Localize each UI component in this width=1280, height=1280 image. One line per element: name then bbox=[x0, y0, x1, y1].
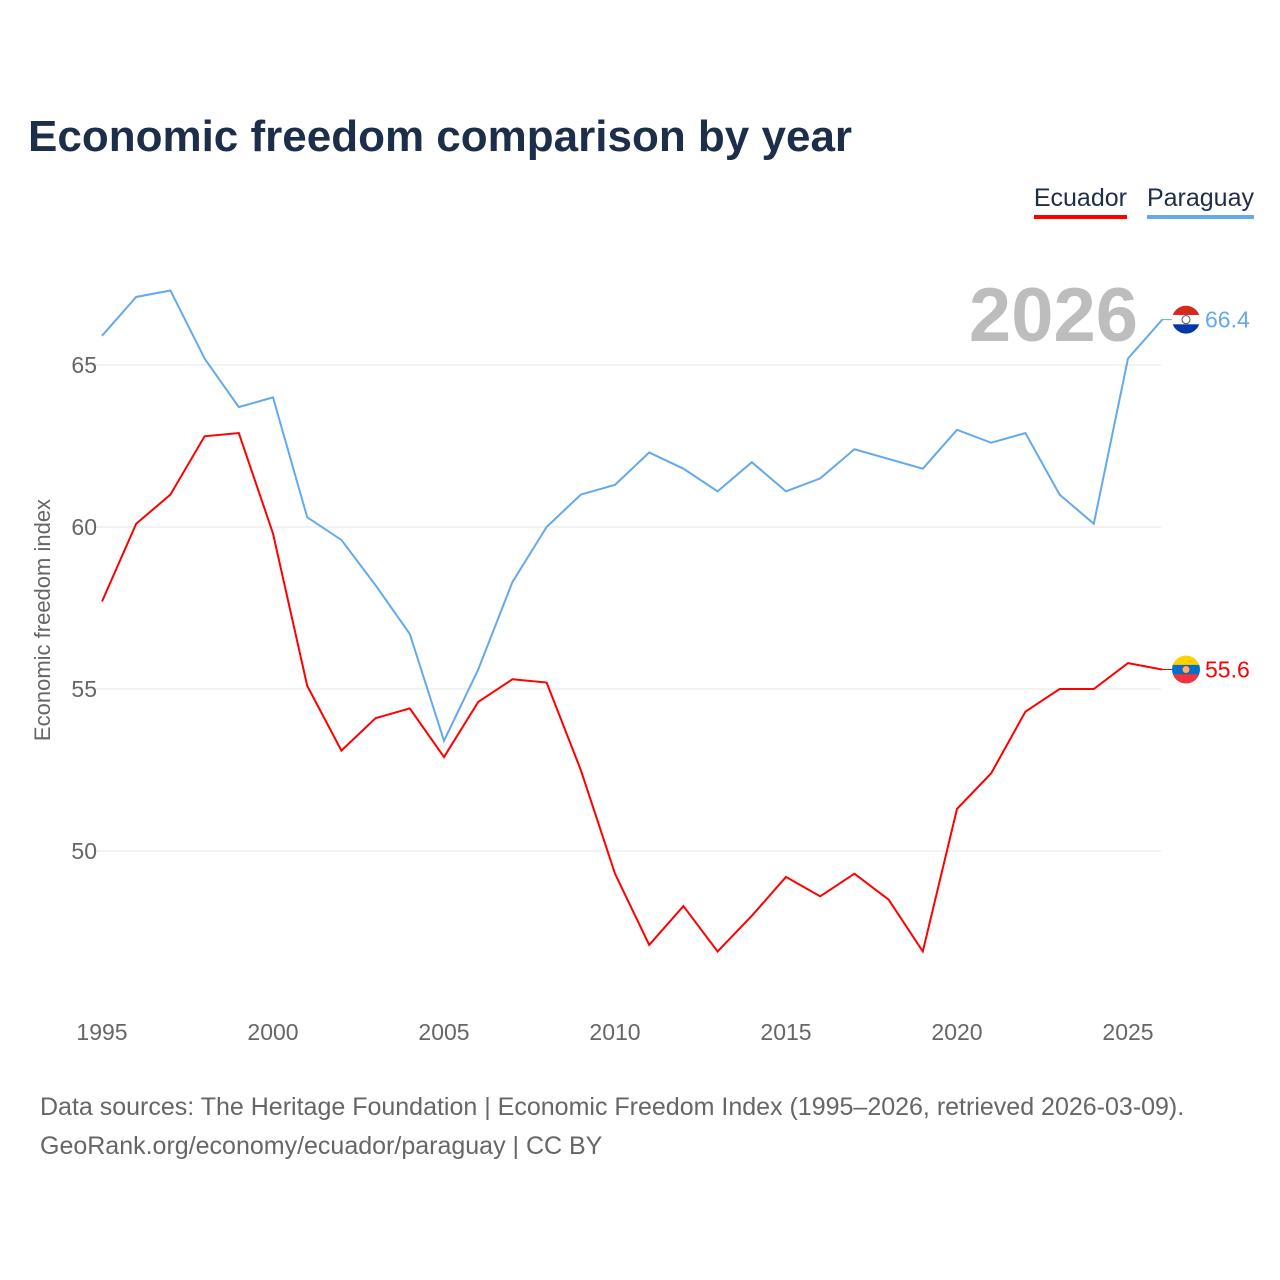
footer: Data sources: The Heritage Foundation | … bbox=[40, 1088, 1184, 1166]
source-text: Data sources: The Heritage Foundation | … bbox=[40, 1093, 1185, 1121]
series-line-paraguay[interactable] bbox=[101, 289, 1163, 744]
x-tick-label: 2005 bbox=[418, 1019, 469, 1045]
paraguay-flag-icon bbox=[1172, 305, 1200, 334]
x-tick-label: 1995 bbox=[76, 1019, 127, 1045]
y-tick-label: 60 bbox=[71, 514, 97, 540]
legend: Ecuador Paraguay bbox=[1033, 184, 1254, 219]
x-tick-label: 2000 bbox=[247, 1019, 298, 1045]
source-link[interactable]: GeoRank.org/economy/ecuador/paraguay | C… bbox=[40, 1132, 603, 1160]
y-tick-label: 65 bbox=[71, 352, 97, 378]
x-tick-label: 2025 bbox=[1102, 1019, 1153, 1045]
y-tick-label: 50 bbox=[71, 838, 97, 864]
legend-paraguay[interactable]: Paraguay bbox=[1146, 184, 1254, 219]
legend-ecuador[interactable]: Ecuador bbox=[1033, 184, 1127, 219]
end-value-ecuador: 55.6 bbox=[1205, 657, 1250, 683]
y-axis-label: Economic freedom index bbox=[30, 499, 55, 741]
y-tick-label: 55 bbox=[71, 676, 97, 702]
x-tick-label: 2020 bbox=[931, 1019, 982, 1045]
series-line-ecuador[interactable] bbox=[101, 431, 1163, 954]
year-watermark: 2026 bbox=[969, 273, 1138, 358]
x-tick-label: 2015 bbox=[760, 1019, 811, 1045]
end-value-paraguay: 66.4 bbox=[1205, 307, 1250, 333]
x-tick-label: 2010 bbox=[589, 1019, 640, 1045]
chart-title: Economic freedom comparison by year bbox=[28, 112, 853, 161]
ecuador-flag-icon bbox=[1172, 655, 1200, 684]
